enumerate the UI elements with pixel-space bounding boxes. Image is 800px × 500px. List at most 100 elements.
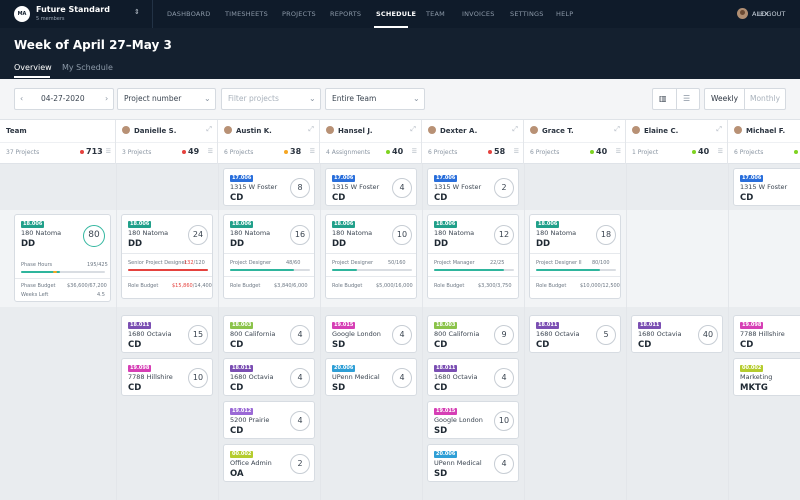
monthly-button[interactable]: Monthly: [750, 94, 781, 103]
project-tag: 18.006: [536, 221, 560, 228]
hours-circle: 4: [494, 454, 514, 474]
project-number-select[interactable]: Project number ⌄: [117, 88, 216, 110]
page-title: Week of April 27–May 3: [14, 38, 172, 52]
role-hours-used: 80: [592, 260, 599, 266]
filter-icon[interactable]: ☰: [309, 148, 315, 155]
tab-overview[interactable]: Overview: [14, 63, 52, 72]
assignment-card[interactable]: 20.006 UPenn Medical SD 4: [325, 358, 417, 396]
role-assignment-card[interactable]: 18.006 180 Natoma DD 10 Project Designer 50/1…: [325, 214, 417, 299]
column-view-icon[interactable]: ▥: [659, 94, 667, 103]
filter-icon[interactable]: ☰: [411, 148, 417, 155]
role-hours-bar: [536, 269, 616, 271]
nav-item-projects[interactable]: PROJECTS: [282, 10, 316, 18]
filter-projects-input[interactable]: Filter projects ⌄: [221, 88, 321, 110]
chevron-left-icon[interactable]: ‹: [20, 94, 24, 103]
assignment-card[interactable]: 19.015 Google London SD 4: [325, 315, 417, 353]
phase-hours-warn: [53, 271, 57, 273]
phase-hours-bar: [21, 271, 105, 273]
chevron-right-icon[interactable]: ›: [105, 94, 109, 103]
assignment-card[interactable]: 18.003 800 California CD 9: [427, 315, 519, 353]
project-name: Google London: [332, 330, 381, 338]
hours-circle: 9: [494, 325, 514, 345]
hours-circle: 18: [596, 225, 616, 245]
project-tag: 00.002: [230, 451, 254, 458]
project-name: 800 California: [434, 330, 480, 338]
tab-my-schedule[interactable]: My Schedule: [62, 63, 113, 72]
filter-icon[interactable]: ☰: [615, 148, 621, 155]
assignment-card[interactable]: 19.012 5200 Prairie CD 4: [223, 401, 315, 439]
assignment-card[interactable]: 00.002 Office Admin OA 2: [223, 444, 315, 482]
project-tag: 00.002: [740, 365, 764, 372]
org-logo[interactable]: MA: [14, 6, 30, 22]
expand-icon[interactable]: ⤢: [410, 125, 416, 133]
team-select[interactable]: Entire Team ⌄: [325, 88, 425, 110]
role-assignment-card[interactable]: 18.006 180 Natoma DD 12 Project Manager 22/25…: [427, 214, 519, 299]
member-header[interactable]: Danielle S. ⤢ 3 Projects 49 ☰: [116, 120, 218, 164]
nav-item-reports[interactable]: REPORTS: [330, 10, 362, 18]
filter-icon[interactable]: ☰: [105, 148, 111, 155]
card-divider: [530, 253, 620, 254]
project-name: 1680 Octavia: [128, 330, 172, 338]
member-header[interactable]: Dexter A. ⤢ 6 Projects 58 ☰: [422, 120, 524, 164]
role-assignment-card[interactable]: 18.006 180 Natoma DD 16 Project Designer 48/6…: [223, 214, 315, 299]
role-assignment-card[interactable]: 18.006 180 Natoma DD 24 Senior Project Desig…: [121, 214, 213, 299]
filter-icon[interactable]: ☰: [513, 148, 519, 155]
org-name[interactable]: Future Standard: [36, 5, 110, 14]
nav-item-team[interactable]: TEAM: [426, 10, 445, 18]
assignment-card[interactable]: 20.006 UPenn Medical SD 4: [427, 444, 519, 482]
assignment-card[interactable]: 18.011 1680 Octavia CD 15: [121, 315, 213, 353]
date-value[interactable]: 04-27-2020: [41, 94, 85, 103]
role-assignment-card[interactable]: 18.006 180 Natoma DD 18 Project Designer II 8…: [529, 214, 621, 299]
period-divider: [744, 89, 745, 109]
assignment-card[interactable]: 19.015 Google London SD 10: [427, 401, 519, 439]
capacity-score: 58: [494, 147, 506, 156]
expand-icon[interactable]: ⤢: [512, 125, 518, 133]
expand-icon[interactable]: ⤢: [206, 125, 212, 133]
nav-item-help[interactable]: HELP: [556, 10, 574, 18]
team-header[interactable]: Team 37 Projects 713 ☰: [0, 120, 116, 164]
project-name: 800 California: [230, 330, 276, 338]
member-header[interactable]: Hansel J. ⤢ 4 Assignments 40 ☰: [320, 120, 422, 164]
filter-icon[interactable]: ☰: [207, 148, 213, 155]
filter-icon[interactable]: ☰: [717, 148, 723, 155]
assignment-card[interactable]: 18.011 1680 Octavia CD 5: [529, 315, 621, 353]
assignment-card[interactable]: 17.006 1315 W Foster CD 4: [325, 168, 417, 206]
assignment-card[interactable]: 18.011 1680 Octavia CD 4: [223, 358, 315, 396]
member-header[interactable]: Grace T. ⤢ 6 Projects 40 ☰: [524, 120, 626, 164]
assignment-card[interactable]: 18.011 1680 Octavia CD 40: [631, 315, 723, 353]
nav-item-schedule[interactable]: SCHEDULE: [376, 10, 417, 18]
assignment-card[interactable]: 18.003 800 California CD 4: [223, 315, 315, 353]
role-budget-total: /16,000: [393, 283, 413, 289]
member-header[interactable]: Elaine C. ⤢ 1 Project 40 ☰: [626, 120, 728, 164]
role-hours-used: 132: [184, 260, 194, 266]
assignment-card[interactable]: 00.002MarketingMKTG4: [733, 358, 800, 396]
expand-icon[interactable]: ⤢: [308, 125, 314, 133]
nav-item-invoices[interactable]: INVOICES: [462, 10, 495, 18]
user-avatar[interactable]: [737, 8, 748, 19]
weekly-button[interactable]: Weekly: [711, 94, 739, 103]
role-name: Senior Project Designer: [128, 260, 187, 266]
expand-icon[interactable]: ⤢: [716, 125, 722, 133]
role-budget-label: Role Budget: [332, 283, 363, 289]
assignment-card[interactable]: 18.011 1680 Octavia CD 4: [427, 358, 519, 396]
assignment-card[interactable]: 19.098 7788 Hillshire CD 10: [121, 358, 213, 396]
logout-link[interactable]: LOGOUT: [758, 10, 786, 18]
role-budget-value: $10,000/12,500: [580, 283, 620, 289]
phase-code: CD: [740, 340, 754, 350]
member-header[interactable]: Austin K. ⤢ 6 Projects 38 ☰: [218, 120, 320, 164]
assignment-card[interactable]: 17.006 1315 W Foster CD 8: [223, 168, 315, 206]
expand-icon[interactable]: ⤢: [614, 125, 620, 133]
row-view-icon[interactable]: ☰: [683, 94, 691, 103]
team-phase-card[interactable]: 18.006 180 Natoma DD 80 Phase Hours 195/425 Ph…: [14, 214, 111, 302]
card-divider: [122, 253, 212, 254]
phase-code: DD: [128, 239, 143, 249]
nav-item-settings[interactable]: SETTINGS: [510, 10, 544, 18]
user-name[interactable]: ALEX: [752, 10, 769, 18]
nav-item-timesheets[interactable]: TIMESHEETS: [225, 10, 268, 18]
nav-item-dashboard[interactable]: DASHBOARD: [167, 10, 211, 18]
org-switch-icon[interactable]: ⇕: [134, 8, 140, 16]
